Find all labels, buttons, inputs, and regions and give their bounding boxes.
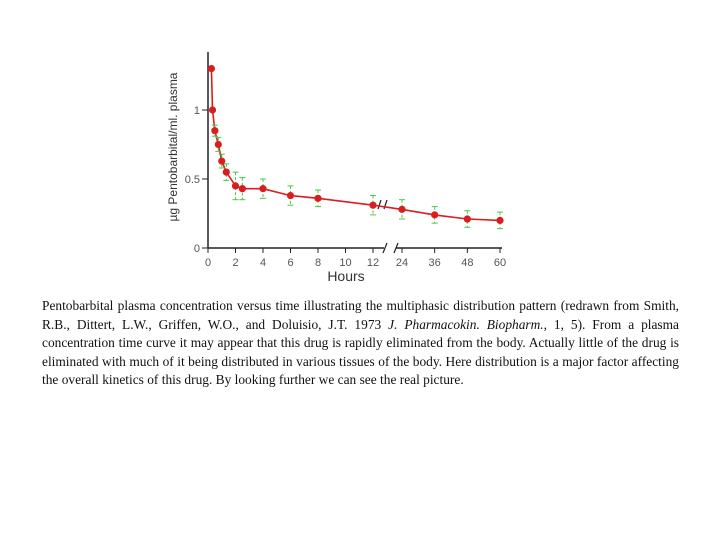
data-point [222, 168, 230, 176]
x-tick-label: 6 [287, 257, 293, 269]
x-tick-label: 2 [232, 257, 238, 269]
x-axis-title: Hours [327, 268, 364, 284]
y-tick-label: 1 [194, 105, 200, 117]
data-point [314, 194, 322, 202]
data-point [286, 191, 295, 200]
data-point [369, 201, 377, 209]
axis-break-mark-right [393, 242, 399, 254]
chart-ticks: 00.510 2 4 6 8 10 12 24 36 48 60 [185, 105, 506, 269]
data-point [398, 205, 406, 213]
x-tick-label: 48 [461, 257, 473, 269]
figure-caption: Pentobarbital plasma concentration versu… [42, 297, 679, 390]
data-point [207, 65, 216, 73]
error-bars [211, 124, 503, 230]
caption-text-start: Pentobarbital plasma concentration versu… [42, 298, 679, 332]
data-line [210, 68, 501, 222]
y-tick-label: 0 [194, 243, 200, 255]
caption-journal: J. Pharmacokin. Biopharm. [388, 316, 544, 332]
data-point [211, 127, 219, 135]
data-point [231, 182, 240, 190]
data-point [218, 157, 226, 165]
chart-axes [207, 52, 502, 254]
data-point [208, 106, 217, 114]
axis-break-mark-left [382, 242, 388, 254]
pentobarbital-chart: 00.510 2 4 6 8 10 12 24 36 48 60 Hours µg Pentobar… [166, 52, 506, 284]
x-tick-label: 4 [260, 257, 266, 269]
data-points [207, 65, 504, 224]
data-point [496, 216, 504, 224]
data-point [214, 140, 222, 149]
x-tick-label: 8 [315, 257, 321, 269]
data-point [238, 185, 246, 193]
x-tick-label: 12 [367, 257, 379, 269]
x-tick-label: 60 [494, 257, 506, 269]
data-point [259, 185, 267, 193]
line-break-mark-left [377, 199, 382, 210]
x-tick-label: 0 [205, 257, 211, 269]
x-tick-label: 10 [339, 257, 351, 269]
x-tick-label: 36 [429, 257, 441, 269]
x-tick-label: 24 [396, 257, 408, 269]
y-tick-label: 0.5 [185, 174, 200, 186]
y-axis-title: µg Pentobarbital/ml. plasma [166, 72, 180, 221]
caption-text-end: , 1, 5). From a plasma concentration tim… [42, 316, 679, 388]
data-point [431, 211, 439, 219]
data-point [463, 215, 471, 223]
series-line [210, 68, 501, 222]
